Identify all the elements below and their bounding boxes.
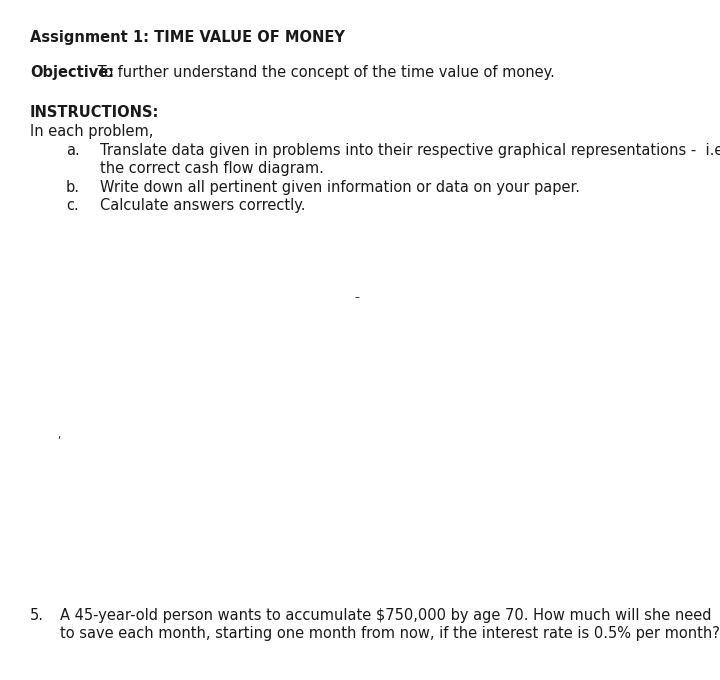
Text: b.: b.: [66, 180, 80, 195]
Text: A 45-year-old person wants to accumulate $750,000 by age 70. How much will she n: A 45-year-old person wants to accumulate…: [60, 608, 711, 623]
Text: To further understand the concept of the time value of money.: To further understand the concept of the…: [93, 65, 555, 80]
Text: c.: c.: [66, 198, 78, 213]
Text: ,: ,: [57, 430, 60, 440]
Text: Write down all pertinent given information or data on your paper.: Write down all pertinent given informati…: [100, 180, 580, 195]
Text: a.: a.: [66, 143, 80, 158]
Text: INSTRUCTIONS:: INSTRUCTIONS:: [30, 105, 159, 120]
Text: Assignment 1: TIME VALUE OF MONEY: Assignment 1: TIME VALUE OF MONEY: [30, 30, 345, 45]
Text: Translate data given in problems into their respective graphical representations: Translate data given in problems into th…: [100, 143, 720, 158]
Text: Objective:: Objective:: [30, 65, 114, 80]
Text: In each problem,: In each problem,: [30, 124, 153, 139]
Text: Calculate answers correctly.: Calculate answers correctly.: [100, 198, 305, 213]
Text: to save each month, starting one month from now, if the interest rate is 0.5% pe: to save each month, starting one month f…: [60, 626, 720, 641]
Text: the correct cash flow diagram.: the correct cash flow diagram.: [100, 161, 324, 176]
Text: 5.: 5.: [30, 608, 44, 623]
Text: –: –: [355, 292, 360, 302]
